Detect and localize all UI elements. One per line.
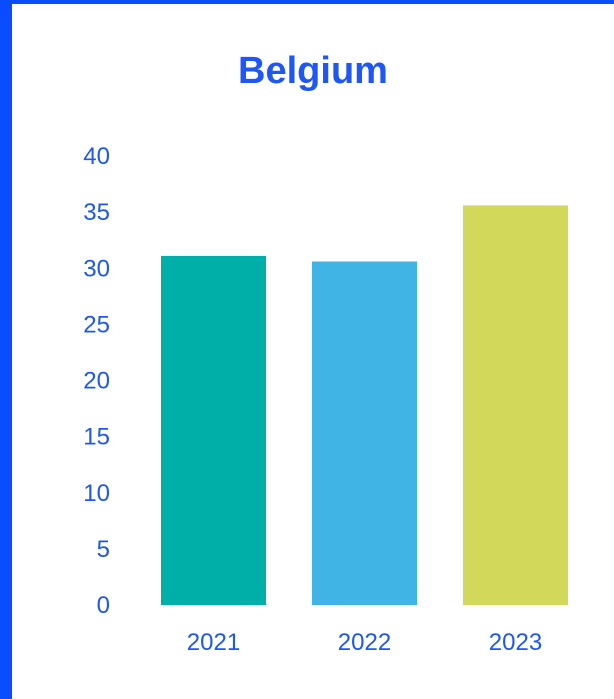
y-tick-label: 35 — [83, 199, 110, 226]
x-tick-label: 2022 — [338, 629, 391, 656]
y-tick-label: 10 — [83, 480, 110, 507]
chart-title: Belgium — [238, 50, 388, 92]
y-tick-label: 40 — [83, 143, 110, 170]
y-tick-label: 30 — [83, 255, 110, 282]
y-tick-label: 20 — [83, 368, 110, 395]
y-tick-label: 25 — [83, 311, 110, 338]
bar-2023 — [463, 205, 568, 605]
x-tick-label: 2023 — [489, 629, 542, 656]
x-tick-label: 2021 — [187, 629, 240, 656]
bar-2021 — [161, 255, 266, 605]
x-axis: 2021 2022 2023 — [187, 629, 542, 656]
y-tick-label: 5 — [97, 536, 110, 563]
y-axis: 0 5 10 15 20 25 30 35 40 — [83, 143, 110, 619]
bars — [161, 205, 568, 605]
bar-2022 — [312, 261, 417, 605]
y-tick-label: 15 — [83, 424, 110, 451]
y-tick-label: 0 — [97, 592, 110, 619]
